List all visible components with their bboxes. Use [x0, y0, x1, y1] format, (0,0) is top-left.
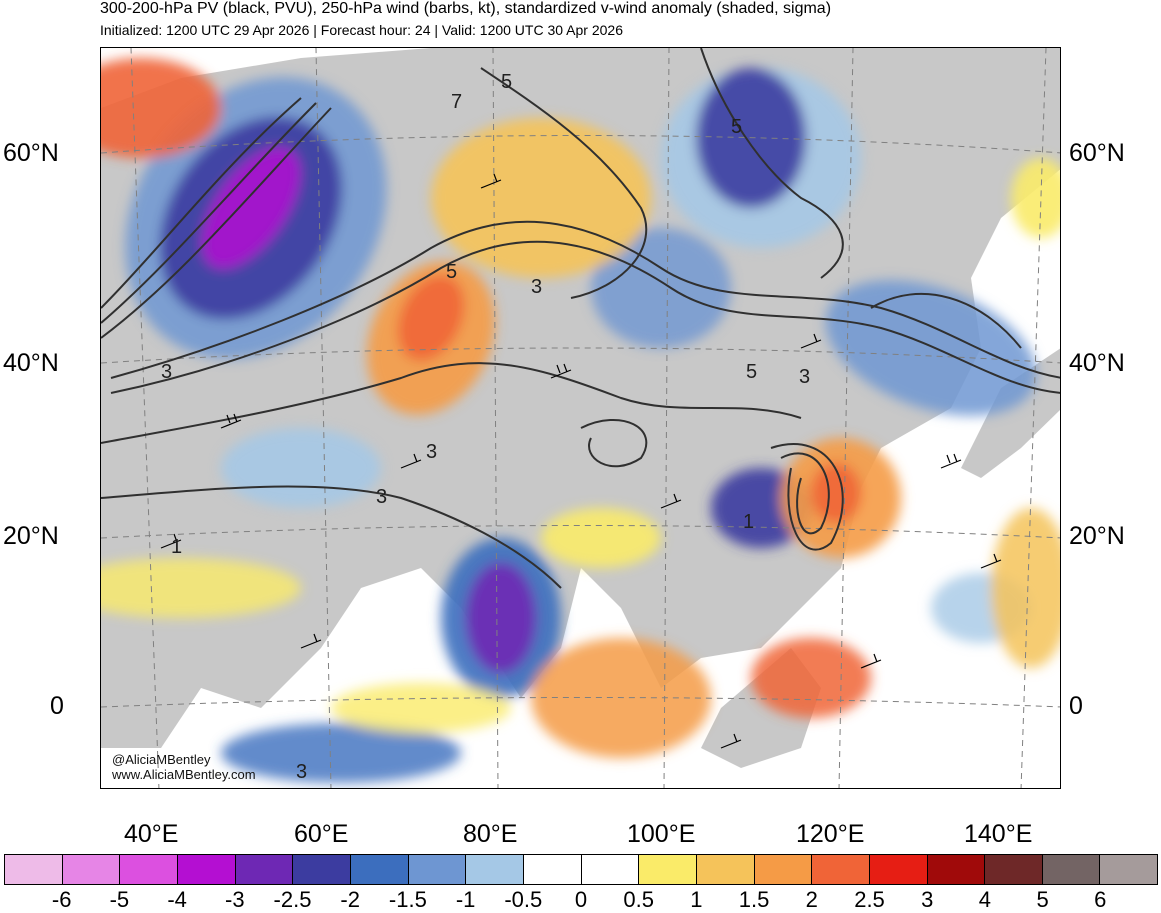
- colorbar-tick-label: -1: [455, 887, 476, 912]
- colorbar-tick-label: 1: [690, 887, 703, 912]
- colorbar-tick-label: -1.5: [388, 887, 427, 912]
- colorbar-swatch: [293, 855, 351, 884]
- colorbar-tick-label: 0: [574, 887, 588, 912]
- lon-label-100e: 100°E: [627, 820, 696, 848]
- colorbar-tick-label: -0.5: [504, 887, 543, 912]
- colorbar-swatch: [120, 855, 178, 884]
- contour-label: 5: [446, 261, 457, 283]
- contour-label: 3: [161, 361, 172, 383]
- colorbar-tick-label: 6: [1094, 887, 1107, 912]
- colorbar-tick-label: -5: [109, 887, 130, 912]
- lat-label-0-left: 0: [50, 692, 64, 720]
- contour-labels: 5 7 5 5 3 3 3 3 5 3 1 1 3: [161, 71, 810, 783]
- colorbar-tick-label: -3: [225, 887, 245, 912]
- lat-label-60n-left: 60°N: [3, 139, 59, 167]
- colorbar-tick-label: -2: [340, 887, 360, 912]
- colorbar-tick-label: 5: [1036, 887, 1049, 912]
- chart-title: 300-200-hPa PV (black, PVU), 250-hPa win…: [100, 0, 832, 17]
- credit-url: www.AliciaMBentley.com: [112, 767, 256, 782]
- lat-label-40n-right: 40°N: [1069, 349, 1125, 377]
- colorbar-swatch: [177, 855, 236, 884]
- colorbar-swatch: [927, 855, 986, 884]
- contour-label: 3: [531, 276, 542, 298]
- colorbar-tick-label: 0.5: [623, 887, 654, 912]
- contour-label: 3: [426, 441, 437, 463]
- colorbar-swatch: [235, 855, 294, 884]
- colorbar-swatch: [62, 855, 121, 884]
- chart-subtitle: Initialized: 1200 UTC 29 Apr 2026 | Fore…: [100, 22, 623, 38]
- lat-label-20n-right: 20°N: [1069, 522, 1125, 550]
- colorbar-tick-label: 1.5: [738, 887, 770, 912]
- graticule: [101, 48, 1060, 788]
- credit-handle: @AliciaMBentley: [112, 752, 211, 767]
- colorbar-tick-label: -2.5: [273, 887, 312, 912]
- colorbar-swatch: [350, 855, 409, 884]
- colorbar-swatch: [408, 855, 467, 884]
- colorbar-swatch: [869, 855, 928, 884]
- contour-label: 3: [296, 761, 307, 783]
- lon-label-80e: 80°E: [463, 820, 518, 848]
- lon-label-140e: 140°E: [964, 820, 1033, 848]
- map-svg: 5 7 5 5 3 3 3 3 5 3 1 1 3: [101, 48, 1060, 788]
- contour-label: 5: [731, 116, 742, 138]
- pv-contours: [101, 48, 1060, 589]
- colorbar-swatch: [696, 855, 755, 884]
- colorbar-swatch: [1100, 855, 1158, 884]
- colorbar-swatch: [581, 855, 640, 884]
- colorbar-tick-label: 4: [978, 887, 992, 912]
- colorbar-tick-label: -6: [51, 887, 72, 912]
- contour-label: 3: [799, 366, 810, 388]
- colorbar-swatch: [754, 855, 813, 884]
- contour-label: 7: [451, 91, 462, 113]
- colorbar-tick-label: -4: [167, 887, 187, 912]
- wind-barbs: [160, 173, 1002, 749]
- colorbar: [4, 854, 1158, 885]
- colorbar-swatch: [639, 855, 697, 884]
- lat-label-60n-right: 60°N: [1069, 139, 1125, 167]
- colorbar-swatch: [812, 855, 870, 884]
- lat-label-40n-left: 40°N: [3, 349, 59, 377]
- contour-label: 1: [171, 536, 182, 558]
- lat-label-0-right: 0: [1069, 692, 1083, 720]
- colorbar-swatch: [985, 855, 1043, 884]
- lon-label-120e: 120°E: [796, 820, 865, 848]
- lat-label-20n-left: 20°N: [3, 522, 59, 550]
- contour-label: 5: [501, 71, 512, 93]
- map-panel: 5 7 5 5 3 3 3 3 5 3 1 1 3: [100, 47, 1061, 789]
- contour-label: 3: [376, 486, 387, 508]
- lon-label-40e: 40°E: [124, 820, 179, 848]
- colorbar-swatch: [5, 855, 63, 884]
- colorbar-tick-label: 3: [921, 887, 934, 912]
- colorbar-tick-label: 2.5: [854, 887, 885, 912]
- colorbar-swatch: [1042, 855, 1101, 884]
- contour-label: 1: [743, 511, 754, 533]
- lon-label-60e: 60°E: [294, 820, 349, 848]
- colorbar-tick-label: 2: [805, 887, 818, 912]
- colorbar-swatch: [466, 855, 524, 884]
- colorbar-swatch: [523, 855, 582, 884]
- contour-label: 5: [746, 361, 757, 383]
